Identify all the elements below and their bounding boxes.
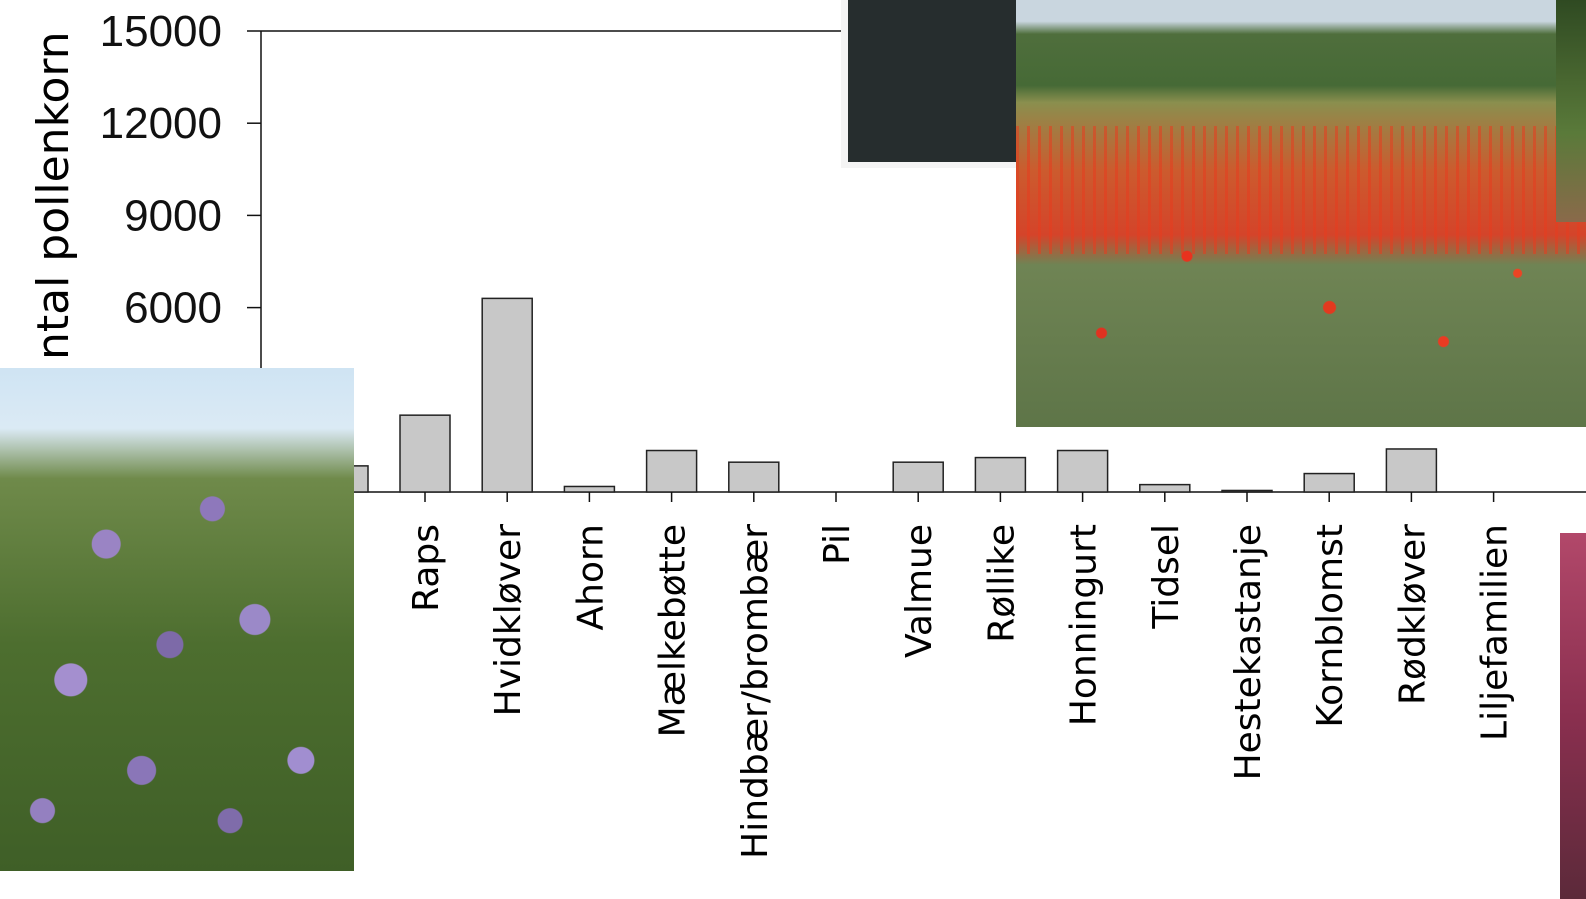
- edge-photo-bottom: [1560, 533, 1586, 899]
- phacelia-borage-photo: [0, 368, 354, 871]
- x-tick-label: Røllike: [981, 524, 1022, 643]
- bars: [317, 297, 1438, 493]
- y-tick-label: 15000: [100, 7, 222, 56]
- bar: [1139, 483, 1191, 493]
- x-tick-label: Raps: [406, 524, 447, 612]
- edge-photo-top: [1556, 0, 1586, 222]
- bar: [563, 485, 616, 493]
- y-ticks: 15000 12000 9000 6000: [100, 7, 261, 333]
- bar: [481, 297, 533, 493]
- bar: [1303, 472, 1355, 493]
- x-tick-label: Ahorn: [570, 524, 611, 630]
- x-tick-label: Valmue: [899, 524, 940, 658]
- bar: [1056, 449, 1109, 493]
- x-tick-label: Kornblomst: [1310, 524, 1351, 728]
- x-tick-label: Honningurt: [1064, 524, 1105, 726]
- poppy-field-photo: [1016, 0, 1586, 427]
- bar: [974, 456, 1027, 493]
- y-tick-label: 12000: [100, 99, 222, 148]
- x-tick-label: Hestekastanje: [1228, 524, 1269, 780]
- bar: [728, 461, 780, 493]
- bar: [892, 461, 944, 493]
- bar: [1221, 489, 1273, 493]
- y-tick-label: 9000: [124, 191, 222, 240]
- x-tick-label: Pil: [817, 524, 858, 565]
- x-tick-label: Mælkebøtte: [653, 524, 694, 737]
- bar: [1385, 448, 1438, 493]
- x-tick-labels: Raps Hvidkløver Ahorn Mælkebøtte Hindbær/bro…: [406, 492, 1516, 859]
- y-tick-label: 6000: [124, 284, 222, 333]
- bar: [645, 449, 698, 493]
- x-tick-label: Rødkløver: [1392, 524, 1433, 705]
- x-tick-label: Tidsel: [1146, 524, 1187, 630]
- x-tick-label: Hvidkløver: [488, 524, 529, 717]
- x-tick-label: Liljefamilien: [1475, 524, 1516, 741]
- y-axis-label: ntal pollenkorn: [28, 31, 79, 360]
- x-tick-label: Hindbær/brombær: [735, 524, 776, 859]
- bar: [399, 414, 451, 493]
